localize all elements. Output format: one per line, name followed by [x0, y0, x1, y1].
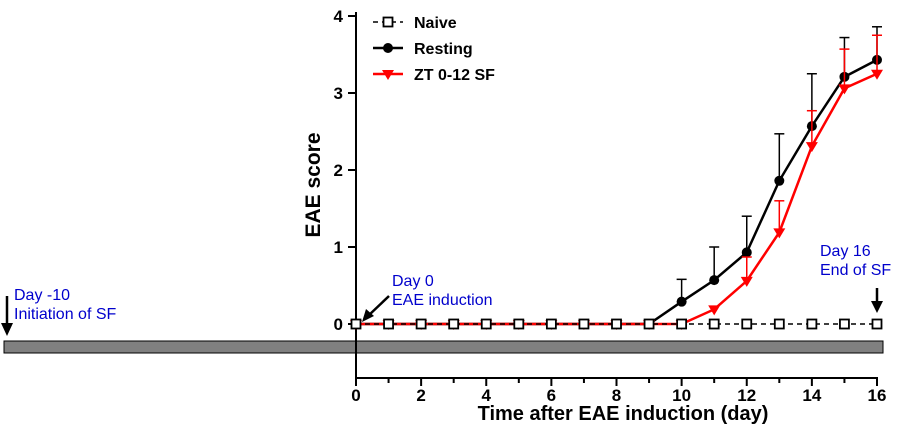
data-point	[741, 318, 753, 330]
data-point	[545, 318, 557, 330]
series-line	[356, 58, 878, 326]
data-point	[643, 318, 655, 330]
annotation-day-minus-10-line1: Day -10	[14, 287, 70, 304]
data-point	[839, 318, 850, 330]
x-tick-label: 4	[482, 386, 492, 405]
data-point	[513, 318, 525, 330]
series-layer	[350, 26, 883, 330]
data-point	[773, 318, 785, 330]
legend-label: ZT 0-12 SF	[414, 67, 495, 84]
data-point	[708, 305, 721, 316]
data-point	[773, 228, 786, 239]
data-point	[838, 84, 851, 95]
data-point	[741, 247, 752, 258]
data-point	[676, 318, 688, 330]
x-tick-label: 10	[672, 386, 691, 405]
data-point	[709, 275, 720, 286]
data-point	[676, 296, 687, 307]
data-point	[448, 318, 460, 330]
x-tick-label: 8	[612, 386, 621, 405]
legend-item-naive: Naive	[373, 15, 457, 32]
annotation-day-16-line2: End of SF	[820, 262, 891, 279]
annotation-day-0-line1: Day 0	[392, 273, 434, 290]
data-point	[774, 175, 785, 186]
data-point	[740, 276, 753, 287]
legend-item-resting: Resting	[373, 41, 473, 58]
y-tick-label: 3	[334, 84, 343, 103]
legend-item-zt-0-12-sf: ZT 0-12 SF	[373, 67, 495, 84]
y-tick-label: 1	[334, 238, 343, 257]
legend-marker	[382, 70, 394, 80]
data-point	[383, 318, 394, 330]
x-axis-title: Time after EAE induction (day)	[478, 403, 769, 425]
timeline-bar-layer	[3, 340, 884, 354]
legend: Naive Resting ZT 0-12 SF	[373, 15, 495, 84]
x-tick-label: 12	[737, 386, 756, 405]
series-naive	[350, 318, 883, 330]
x-tick-label: 16	[868, 386, 887, 405]
legend-label: Resting	[414, 41, 473, 58]
data-point	[806, 318, 818, 330]
data-point	[578, 318, 590, 330]
annotation-day-16: Day 16 End of SF	[820, 243, 891, 313]
annotation-day-0: Day 0 EAE induction	[362, 273, 493, 322]
timeline-bar	[3, 340, 884, 354]
annotation-day-minus-10: Day -10 Initiation of SF	[1, 287, 117, 336]
data-point	[611, 318, 622, 330]
legend-label: Naive	[414, 15, 457, 32]
data-point	[415, 318, 427, 330]
data-point	[871, 69, 883, 80]
arrow-down-icon	[1, 296, 13, 336]
y-tick-label: 4	[334, 7, 344, 26]
x-tick-label: 14	[802, 386, 821, 405]
x-tick-label: 6	[547, 386, 556, 405]
legend-marker	[383, 43, 393, 53]
arrow-diagonal-icon	[362, 295, 390, 322]
data-point	[871, 318, 883, 330]
x-tick-label: 0	[351, 386, 360, 405]
data-point	[805, 142, 818, 153]
annotation-day-16-line1: Day 16	[820, 243, 871, 260]
y-tick-label: 0	[334, 315, 343, 334]
series-line	[356, 72, 878, 326]
y-axis-title: EAE score	[302, 132, 325, 237]
legend-marker	[382, 16, 394, 28]
annotation-day-0-line2: EAE induction	[392, 292, 493, 309]
annotation-day-minus-10-line2: Initiation of SF	[14, 306, 117, 323]
arrow-down-icon	[871, 288, 883, 313]
y-tick-label: 2	[334, 161, 343, 180]
data-point	[708, 318, 720, 330]
data-point	[480, 318, 492, 330]
data-point	[350, 318, 362, 330]
x-tick-label: 2	[416, 386, 425, 405]
